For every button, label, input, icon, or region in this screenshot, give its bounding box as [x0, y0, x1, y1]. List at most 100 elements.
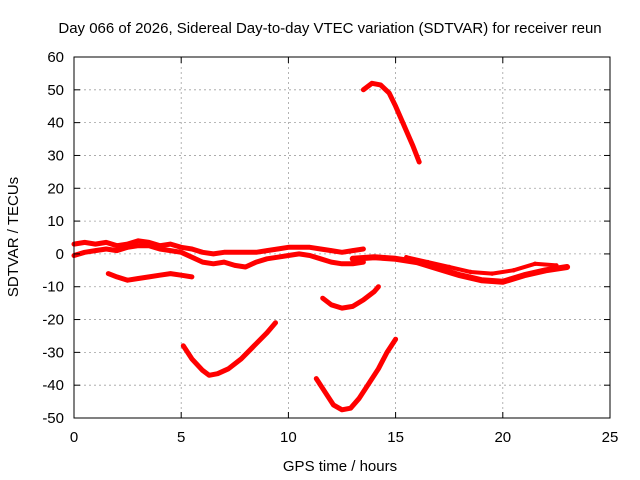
data-point — [320, 296, 325, 301]
data-point — [264, 248, 270, 253]
data-point — [146, 274, 152, 280]
y-tick-label: -40 — [42, 377, 64, 394]
data-point — [136, 243, 141, 248]
data-point — [296, 245, 302, 250]
x-tick-label: 5 — [177, 429, 185, 446]
series-band-right-upper — [404, 255, 559, 276]
data-point — [339, 250, 345, 255]
data-point — [254, 250, 259, 255]
data-point — [329, 248, 334, 253]
data-point — [511, 268, 516, 273]
data-point — [211, 251, 216, 257]
data-point — [275, 255, 280, 260]
data-point — [206, 373, 212, 378]
y-tick-label: 30 — [47, 147, 64, 164]
series-dip-2 — [313, 336, 399, 413]
data-point — [393, 256, 398, 261]
x-tick-label: 15 — [387, 429, 404, 446]
y-tick-label: 40 — [47, 115, 64, 132]
data-point — [114, 248, 120, 253]
data-point — [307, 253, 312, 258]
grid-lines — [74, 57, 610, 418]
data-point — [125, 245, 130, 250]
data-point — [189, 274, 195, 280]
data-point — [136, 276, 141, 281]
data-point — [564, 264, 570, 270]
data-point — [189, 356, 195, 362]
data-point — [318, 256, 323, 261]
data-point — [243, 250, 248, 255]
data-point — [489, 271, 495, 276]
data-point — [168, 248, 173, 253]
y-tick-label: -30 — [42, 344, 64, 361]
data-point — [376, 284, 381, 289]
data-point — [350, 256, 355, 261]
data-point — [82, 240, 87, 245]
data-point — [307, 245, 312, 250]
y-tick-label: 10 — [47, 213, 64, 230]
chart-title: Day 066 of 2026, Sidereal Day-to-day VTE… — [58, 20, 601, 37]
data-point — [447, 264, 452, 270]
data-point — [200, 368, 205, 373]
data-point — [146, 243, 152, 248]
data-point — [329, 302, 334, 307]
data-point — [264, 330, 270, 335]
data-point — [331, 402, 336, 408]
data-point — [479, 278, 484, 283]
data-point — [179, 245, 184, 250]
data-point — [136, 238, 141, 243]
plot-frame — [73, 56, 611, 419]
data-point — [254, 259, 259, 265]
data-point — [393, 337, 398, 342]
data-point — [357, 396, 362, 401]
data-point — [211, 261, 216, 266]
data-point — [93, 241, 98, 247]
x-axis-label: GPS time / hours — [283, 458, 397, 475]
data-point — [339, 305, 345, 311]
series-dip-1 — [180, 320, 278, 378]
data-point — [369, 81, 375, 86]
data-point — [348, 406, 353, 411]
data-point — [457, 273, 463, 278]
data-point — [425, 259, 430, 265]
x-tick-label: 20 — [494, 429, 511, 446]
y-tick-label: 20 — [47, 180, 64, 197]
data-point — [181, 343, 186, 348]
data-point — [286, 253, 291, 258]
data-point — [410, 143, 415, 148]
data-point — [372, 289, 377, 294]
data-point — [106, 271, 111, 276]
data-point — [157, 273, 162, 278]
data-point — [314, 376, 319, 381]
data-point — [350, 261, 355, 266]
data-point — [322, 389, 327, 394]
data-point — [384, 350, 390, 355]
data-point — [361, 87, 366, 93]
data-point — [226, 366, 231, 371]
data-point — [554, 263, 559, 268]
data-point — [339, 261, 345, 266]
axis-ticks — [73, 56, 611, 419]
y-tick-label: -20 — [42, 312, 64, 329]
data-point — [179, 273, 184, 278]
data-point — [372, 255, 377, 260]
data-point — [232, 250, 237, 255]
data-point — [361, 297, 366, 303]
data-point — [404, 255, 409, 260]
data-point — [286, 245, 291, 250]
data-point — [273, 320, 278, 325]
y-tick-label: 0 — [56, 246, 64, 263]
data-point — [157, 246, 162, 252]
y-axis-label: SDTVAR / TECUs — [5, 177, 22, 297]
x-tick-labels: 0 5 10 15 20 25 — [70, 429, 619, 446]
data-point — [239, 356, 244, 362]
data-point — [376, 366, 381, 371]
data-point — [543, 268, 548, 273]
data-point — [104, 240, 109, 245]
data-point — [350, 304, 355, 309]
data-point — [387, 90, 392, 96]
data-point — [367, 379, 373, 385]
data-point — [350, 248, 355, 253]
data-point — [104, 246, 109, 252]
